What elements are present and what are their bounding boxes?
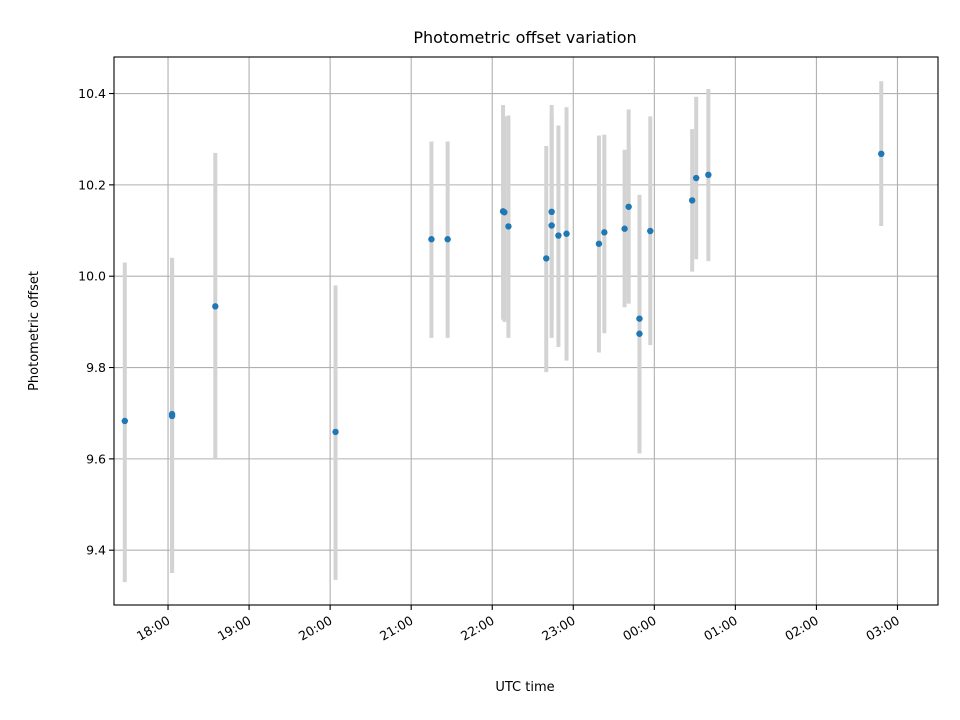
data-point	[636, 315, 643, 322]
data-point	[555, 232, 562, 239]
chart-title: Photometric offset variation	[413, 28, 636, 47]
grid	[114, 57, 938, 605]
data-point	[444, 236, 451, 243]
data-point	[647, 227, 654, 235]
data-point	[601, 229, 608, 236]
y-axis-ticks: 9.4 9.6 9.8 10.0 10.2 10.4	[78, 86, 114, 558]
data-point	[428, 236, 435, 243]
data-point	[595, 240, 603, 247]
data-point	[501, 209, 508, 216]
data-point	[621, 225, 628, 232]
plot-frame	[113, 56, 939, 606]
data-point	[688, 197, 696, 204]
data-point	[543, 255, 550, 262]
y-tick-label: 9.8	[86, 360, 106, 375]
y-axis-label: Photometric offset	[27, 271, 42, 391]
data-point	[548, 222, 555, 229]
data-points	[121, 150, 885, 436]
data-point	[693, 174, 700, 182]
data-point	[878, 150, 885, 158]
data-point	[212, 303, 219, 310]
data-point	[121, 417, 129, 425]
y-tick-label: 9.4	[86, 543, 106, 558]
data-point	[332, 428, 339, 436]
data-point	[636, 330, 643, 337]
data-point	[168, 410, 176, 418]
data-point	[705, 171, 712, 179]
y-tick-label: 10.4	[78, 86, 106, 101]
y-tick-label: 10.2	[78, 177, 106, 192]
x-axis-label: UTC time	[495, 680, 554, 695]
y-tick-label: 9.6	[86, 451, 106, 466]
y-tick-label: 10.0	[78, 269, 106, 284]
data-point	[625, 203, 632, 210]
data-point	[563, 230, 570, 237]
data-point	[548, 208, 555, 216]
data-point	[505, 223, 512, 230]
